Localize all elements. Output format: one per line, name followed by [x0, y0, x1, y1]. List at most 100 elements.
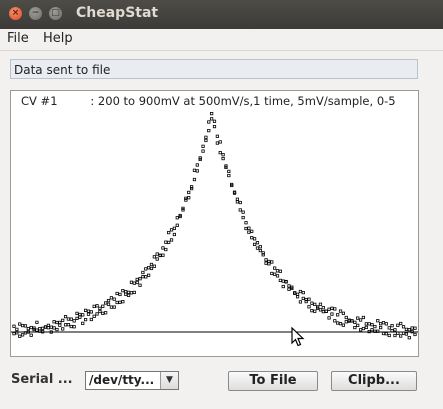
to-file-button[interactable]: To File [228, 371, 318, 391]
data-point [84, 317, 88, 322]
data-point [250, 236, 254, 240]
data-point [313, 309, 317, 313]
serial-port-select[interactable]: /dev/tty... ▼ [85, 371, 179, 390]
data-point [15, 327, 19, 331]
data-point [78, 312, 82, 317]
data-point [358, 318, 363, 322]
data-point [175, 223, 179, 227]
data-point [347, 319, 351, 323]
data-point [264, 258, 268, 262]
data-point [172, 226, 176, 230]
data-point [15, 331, 19, 335]
data-point [26, 327, 30, 331]
data-point [210, 117, 214, 121]
data-point [89, 317, 93, 322]
data-point [364, 322, 368, 326]
data-point [353, 320, 357, 324]
data-point [324, 309, 328, 313]
data-point [169, 238, 174, 242]
data-point [161, 253, 165, 257]
data-point [316, 305, 320, 309]
data-point [132, 290, 136, 295]
data-point [26, 330, 30, 334]
data-point [189, 185, 194, 189]
data-point [344, 320, 348, 324]
data-point [109, 305, 113, 309]
data-point [281, 284, 285, 289]
data-point [384, 332, 388, 336]
data-point [52, 326, 56, 330]
serial-port-label: Serial ... [11, 372, 73, 387]
menu-file[interactable]: File [7, 31, 29, 46]
chevron-down-icon[interactable]: ▼ [160, 372, 178, 389]
data-point [155, 257, 159, 261]
data-point [390, 324, 394, 328]
data-point [250, 229, 254, 233]
data-point [330, 306, 334, 310]
data-point [232, 190, 237, 194]
data-point [29, 325, 33, 330]
data-point [195, 163, 199, 167]
data-point [121, 300, 125, 304]
data-point [35, 328, 39, 332]
data-point [204, 135, 208, 139]
data-point [58, 323, 62, 327]
menu-bar: File Help [0, 29, 443, 51]
data-point [404, 332, 409, 336]
data-point [195, 169, 199, 173]
data-point [330, 312, 334, 316]
data-point [32, 327, 36, 332]
data-point [66, 317, 71, 321]
data-point [86, 309, 91, 313]
data-point [261, 251, 265, 255]
data-point [20, 323, 25, 328]
data-point [161, 246, 165, 250]
data-point [341, 323, 345, 327]
menu-help[interactable]: Help [43, 31, 73, 46]
maximize-window-icon[interactable]: □ [49, 7, 62, 20]
data-point [187, 196, 191, 200]
clipboard-button[interactable]: Clipb... [331, 371, 417, 391]
data-point [338, 309, 343, 313]
data-point [75, 311, 79, 316]
data-point [49, 330, 53, 334]
data-point [370, 323, 374, 327]
data-point [364, 325, 368, 330]
data-point [241, 215, 245, 220]
data-point [66, 323, 71, 327]
data-point [124, 290, 128, 294]
data-point [333, 319, 337, 323]
data-point [52, 320, 56, 324]
minimize-window-icon[interactable]: − [29, 7, 42, 20]
data-point [35, 320, 39, 324]
data-point [278, 269, 282, 273]
data-point [58, 320, 62, 325]
data-point [404, 327, 409, 331]
data-point [287, 284, 291, 288]
close-window-icon[interactable]: × [9, 7, 22, 20]
data-point [293, 291, 297, 295]
data-point [212, 119, 217, 123]
data-point [147, 266, 151, 270]
data-point [135, 277, 139, 282]
data-point [221, 156, 225, 161]
data-point [210, 111, 214, 116]
data-point [350, 319, 354, 323]
data-point [61, 327, 65, 331]
data-point [344, 315, 348, 320]
data-point [181, 206, 185, 210]
data-point [230, 183, 234, 188]
data-point [169, 228, 174, 232]
data-point [373, 324, 377, 329]
data-point [144, 275, 148, 279]
data-point [92, 304, 96, 308]
data-point [273, 272, 277, 276]
data-point [164, 247, 168, 252]
window-title: CheapStat [76, 5, 159, 21]
data-point [132, 281, 136, 285]
data-point [167, 240, 171, 245]
data-point [192, 177, 197, 182]
data-point [327, 316, 331, 320]
data-point [18, 322, 22, 326]
data-point [227, 173, 231, 178]
